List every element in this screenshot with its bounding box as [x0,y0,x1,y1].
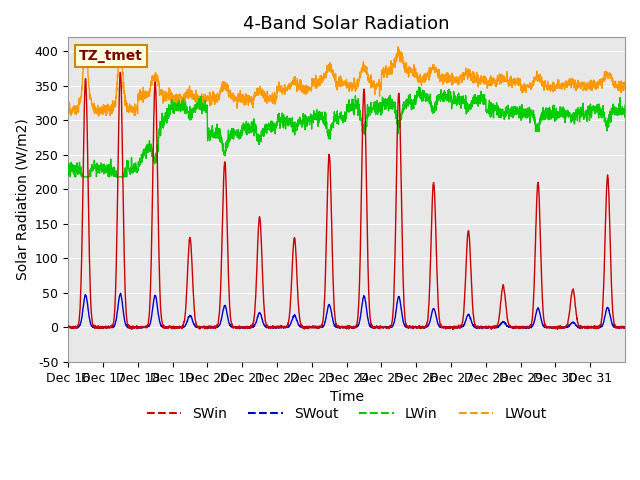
Legend: SWin, SWout, LWin, LWout: SWin, SWout, LWin, LWout [141,401,552,426]
Text: TZ_tmet: TZ_tmet [79,49,143,63]
Y-axis label: Solar Radiation (W/m2): Solar Radiation (W/m2) [15,119,29,280]
Title: 4-Band Solar Radiation: 4-Band Solar Radiation [243,15,450,33]
X-axis label: Time: Time [330,390,364,404]
